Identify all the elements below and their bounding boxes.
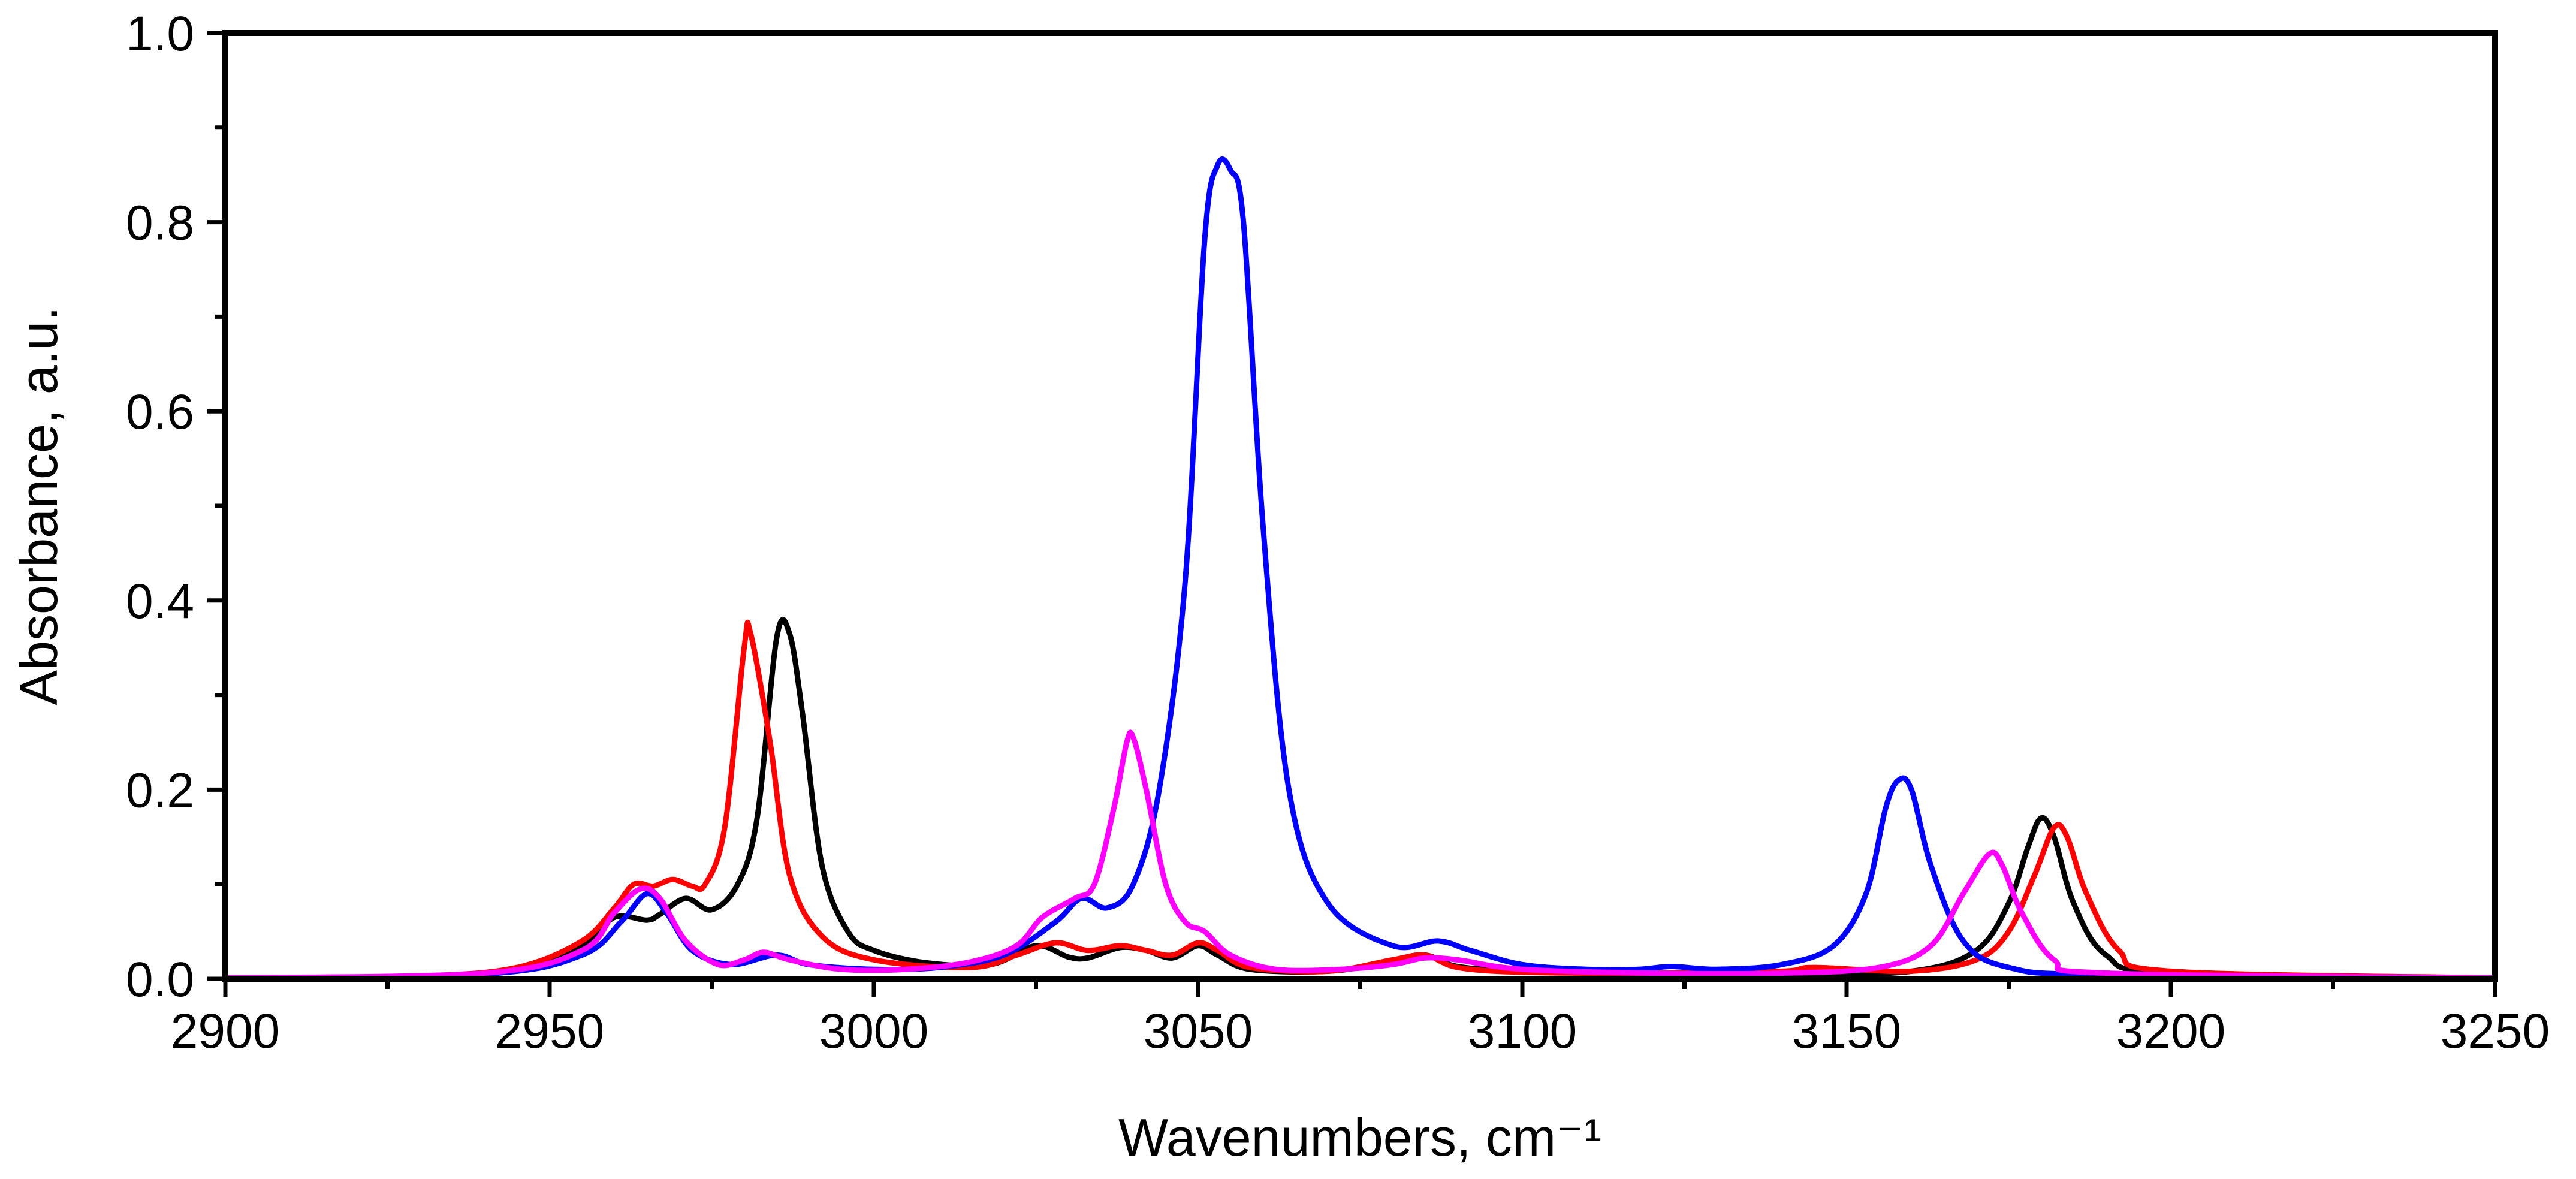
series-line-red [225,619,2495,979]
series-line-black [225,617,2495,979]
series-line-magenta [225,729,2495,979]
y-tick-label: 0.4 [126,574,194,629]
series-line-blue [225,156,2495,979]
y-tick-label: 0.8 [126,196,194,251]
x-tick-label: 3000 [819,1004,928,1059]
y-tick-label: 0.2 [126,763,194,818]
plot-frame [222,30,2498,982]
ticks-layer [207,31,2497,997]
x-tick-label: 2900 [171,1004,280,1059]
x-axis-title: Wavenumbers, cm⁻¹ [1118,1108,1601,1167]
x-tick-label: 3050 [1144,1004,1253,1059]
series-layer [225,156,2495,979]
y-axis-title: Absorbance, a.u. [9,306,68,705]
y-tick-label: 0.6 [126,385,194,439]
y-tick-label: 0.0 [126,952,194,1007]
tick-labels: 2900 2950 3000 3050 3100 3150 3200 3250 0.0 0.2 0.… [126,7,2550,1059]
y-tick-label: 1.0 [126,7,194,61]
x-tick-label: 3250 [2441,1004,2550,1059]
x-tick-label: 3200 [2116,1004,2225,1059]
x-tick-label: 3100 [1468,1004,1577,1059]
x-tick-label: 3150 [1792,1004,1901,1059]
x-tick-label: 2950 [495,1004,604,1059]
